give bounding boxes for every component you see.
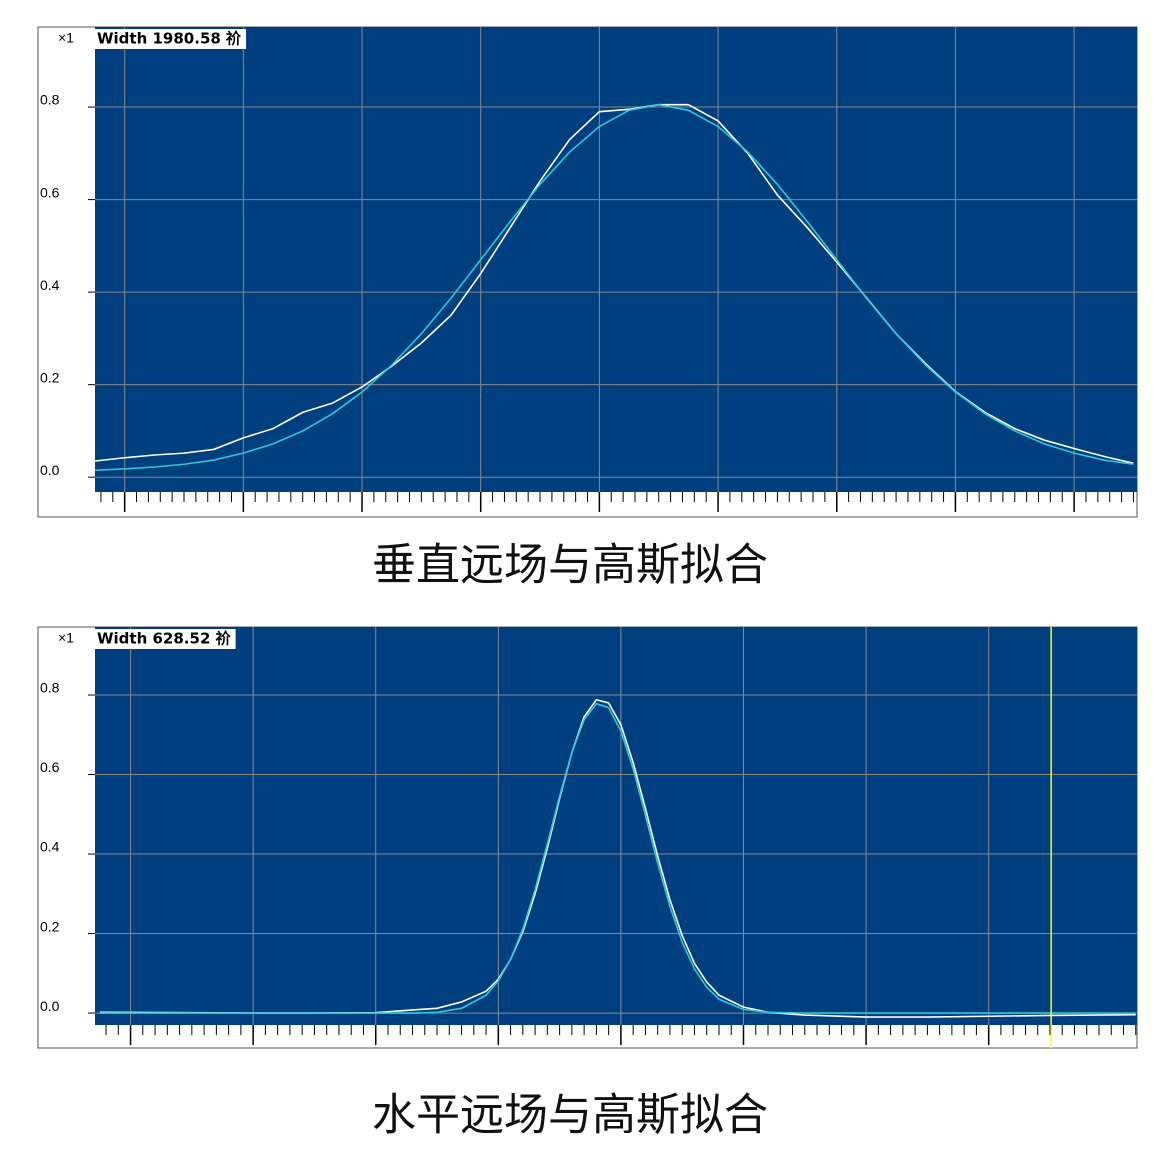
plot-layer	[95, 27, 1137, 492]
y-tick-label: 0.8	[40, 680, 60, 696]
y-tick-label: 0.4	[40, 839, 60, 855]
width-label: Width 1980.58 祄	[97, 30, 242, 48]
data-line	[99, 702, 1136, 1014]
width-label-bg	[95, 29, 247, 49]
plot-area	[95, 27, 1137, 492]
y-tick-label: 0.0	[40, 998, 60, 1014]
caption: 垂直远场与高斯拟合	[372, 540, 768, 591]
y-tick-label: 0.0	[40, 462, 60, 478]
scale-label: ×1	[58, 630, 74, 646]
y-tick-label: 0.6	[40, 759, 60, 775]
plot-layer	[95, 627, 1137, 1025]
width-label: Width 628.52 祄	[97, 630, 232, 648]
caption: 水平远场与高斯拟合	[372, 1090, 768, 1141]
y-tick-label: 0.2	[40, 918, 60, 934]
scale-label: ×1	[58, 30, 74, 46]
y-tick-label: 0.2	[40, 369, 60, 385]
y-tick-label: 0.6	[40, 184, 60, 200]
width-label-bg	[95, 629, 236, 649]
plot-area	[95, 627, 1137, 1025]
y-tick-label: 0.8	[40, 92, 60, 108]
data-line	[95, 103, 1134, 472]
y-tick-label: 0.4	[40, 277, 60, 293]
